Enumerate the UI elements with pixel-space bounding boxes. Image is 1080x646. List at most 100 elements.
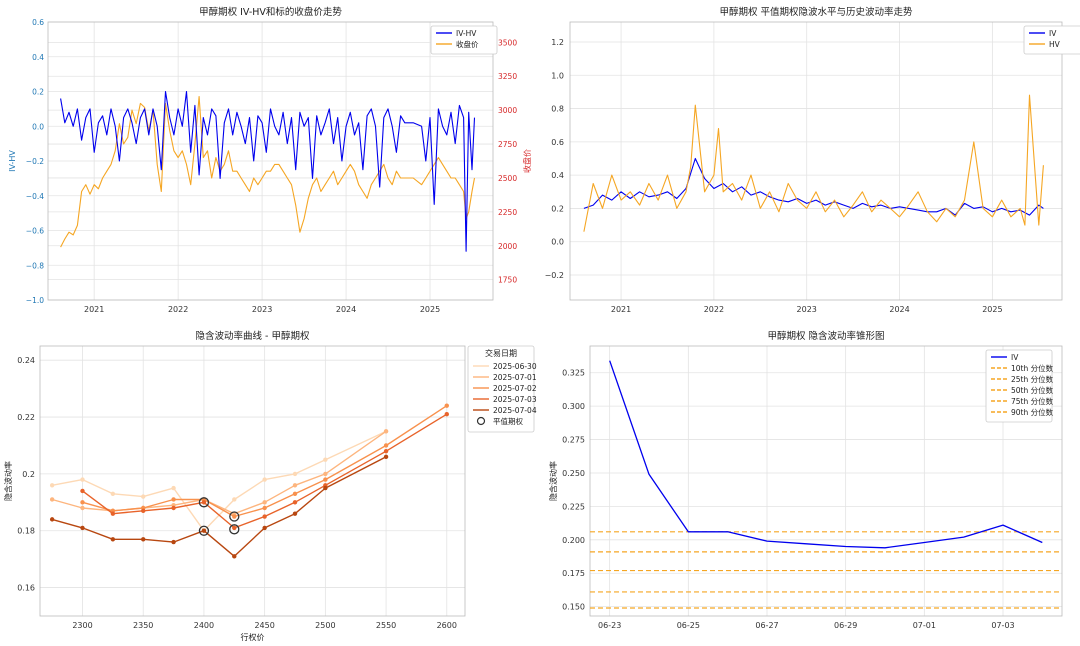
chart-iv-hv-price: 2021 2022 2023 2024 2025 −1.0 −0.8 −0.6 −0.4 −0.2… — [8, 6, 532, 314]
series-line-2025-07-01 — [51, 430, 387, 515]
x-tick-label: 2023 — [252, 305, 272, 314]
x-tick-label: 2021 — [611, 305, 631, 314]
y-tick-label: 0.275 — [562, 436, 585, 445]
y2-tick-label: 3250 — [498, 72, 517, 81]
y-tick-label: 0.175 — [562, 569, 585, 578]
legend-label: 平值期权 — [493, 416, 523, 426]
data-point — [323, 471, 328, 477]
data-point — [141, 508, 146, 514]
data-point — [80, 505, 85, 511]
legend-marker — [476, 416, 486, 426]
data-point — [201, 528, 207, 533]
data-point — [383, 429, 389, 434]
data-point — [232, 525, 237, 531]
legend-label: 10th 分位数 — [1011, 363, 1054, 373]
y-tick-label: 0.2 — [32, 88, 44, 97]
series-line-close-price — [60, 96, 476, 248]
y-tick-label: 0.0 — [32, 122, 44, 131]
data-point — [292, 491, 298, 496]
data-point — [292, 500, 298, 505]
y-tick-label: 0.4 — [32, 53, 44, 62]
x-tick-label: 06-23 — [598, 621, 621, 630]
data-point — [262, 500, 267, 505]
legend-label: 2025-07-01 — [493, 373, 537, 382]
y2-tick-label: 3500 — [498, 38, 517, 47]
x-axis-label: 行权价 — [241, 632, 265, 642]
legend-label: 90th 分位数 — [1011, 407, 1054, 417]
data-point — [80, 525, 85, 531]
x-tick-label: 2024 — [336, 305, 356, 314]
data-point — [232, 514, 237, 519]
x-tick-label: 2023 — [797, 305, 817, 314]
atm-marker — [198, 525, 210, 536]
x-tick-label: 2022 — [168, 305, 188, 314]
y-tick-label: 0.6 — [32, 18, 44, 27]
chart-iv-smile: 2300 2350 2400 2450 2500 2550 2600 0.16 0.18 0.2 0… — [3, 330, 537, 642]
y-tick-label: 0.225 — [562, 502, 585, 511]
data-point — [49, 483, 55, 488]
x-tick-label: 2022 — [704, 305, 724, 314]
y-axis-label: IV-HV — [8, 150, 17, 172]
data-point — [292, 471, 298, 477]
data-point — [171, 505, 176, 511]
y-tick-label: 0.16 — [17, 584, 35, 593]
data-point — [110, 511, 116, 516]
atm-marker — [229, 524, 240, 535]
chart-title: 隐含波动率曲线 - 甲醇期权 — [196, 330, 310, 342]
x-tick-label: 2400 — [194, 621, 214, 630]
series-line-hv — [583, 94, 1044, 232]
x-tick-label: 2600 — [437, 621, 457, 630]
data-point — [262, 525, 267, 531]
chart-title: 甲醇期权 平值期权隐波水平与历史波动率走势 — [719, 6, 913, 18]
y-axis-label: 隐含波动率 — [3, 461, 13, 501]
legend-label: 收盘价 — [456, 39, 479, 49]
y2-tick-label: 2250 — [498, 208, 517, 217]
legend-label: 50th 分位数 — [1011, 385, 1054, 395]
x-tick-label: 2500 — [315, 621, 335, 630]
chart-iv-cone: 06-23 06-25 06-27 06-29 07-01 07-03 0.150 0.175… — [548, 330, 1063, 630]
legend-label: 25th 分位数 — [1011, 374, 1054, 384]
y-tick-label: 0.0 — [551, 238, 564, 247]
data-point — [141, 494, 146, 499]
legend-label: IV — [1049, 29, 1057, 38]
data-point — [262, 505, 267, 511]
data-point — [323, 457, 328, 462]
data-point — [201, 500, 207, 505]
data-point — [383, 448, 389, 454]
y-tick-label: 1.2 — [551, 38, 564, 47]
legend-label: 75th 分位数 — [1011, 396, 1054, 406]
y-tick-label: 0.300 — [562, 402, 585, 411]
data-point — [444, 403, 449, 408]
plot-frame — [569, 21, 1063, 301]
y-tick-label: 0.8 — [551, 105, 564, 114]
x-tick-label: 2300 — [72, 621, 92, 630]
data-point — [171, 497, 176, 502]
legend-label: IV-HV — [456, 29, 477, 38]
y-tick-label: 0.18 — [17, 527, 35, 536]
y-tick-label: −0.6 — [26, 227, 44, 236]
legend-label: IV — [1011, 353, 1019, 362]
data-point — [383, 443, 389, 448]
x-tick-label: 2024 — [889, 305, 909, 314]
data-point — [141, 537, 146, 542]
legend-label: 2025-06-30 — [493, 362, 537, 371]
plot-frame — [39, 345, 466, 617]
x-tick-label: 07-01 — [913, 621, 936, 630]
x-tick-label: 07-03 — [991, 621, 1014, 630]
y-tick-label: 0.325 — [562, 369, 585, 378]
chart-title: 甲醇期权 隐含波动率锥形图 — [767, 330, 884, 342]
y2-tick-label: 2500 — [498, 174, 517, 183]
data-point — [110, 491, 116, 496]
legend-label: 2025-07-02 — [493, 384, 537, 393]
legend-label: 2025-07-03 — [493, 395, 537, 404]
atm-marker — [198, 497, 210, 508]
y-tick-label: 0.2 — [551, 204, 564, 213]
x-tick-label: 2025 — [420, 305, 440, 314]
x-tick-label: 2025 — [982, 305, 1002, 314]
data-point — [262, 514, 267, 519]
legend-box — [985, 349, 1053, 423]
plot-frame — [47, 21, 494, 301]
x-tick-label: 2450 — [254, 621, 274, 630]
legend-label: HV — [1049, 40, 1061, 49]
